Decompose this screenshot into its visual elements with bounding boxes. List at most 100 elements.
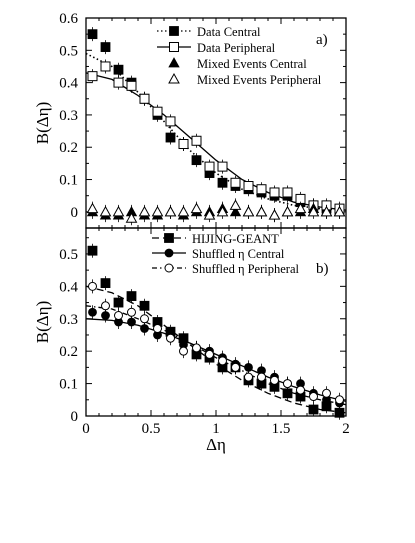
- data-point: [114, 311, 123, 321]
- data-point: [270, 375, 279, 385]
- fit-curve: [85, 285, 347, 414]
- data-point: [126, 291, 137, 301]
- panel-b: 0 0.5 1 1.5 2 0 0.1 0.2 0.3 0.4 0.5 B(Δη) Δη b) HIJING…: [33, 227, 350, 454]
- y-tick-label: 0.6: [59, 11, 78, 27]
- legend-label: Mixed Events Central: [197, 57, 307, 71]
- y-tick-label: 0.3: [59, 108, 78, 124]
- legend-label: HIJING-GEANT: [192, 232, 279, 246]
- data-point: [205, 349, 214, 359]
- y-tick-label: 0: [71, 409, 79, 425]
- data-point: [87, 71, 98, 82]
- data-point: [218, 356, 227, 366]
- data-point: [164, 205, 177, 217]
- data-point: [335, 395, 344, 405]
- data-point: [255, 205, 268, 217]
- data-point: [217, 161, 228, 172]
- panel-a: 00.10.20.30.40.50.6B(Δη)a)Data CentralDa…: [33, 11, 347, 229]
- data-point: [243, 181, 254, 191]
- data-point: [231, 362, 240, 372]
- data-point: [139, 300, 150, 311]
- legend-marker: [164, 248, 174, 258]
- data-point: [216, 205, 229, 217]
- data-point: [256, 184, 267, 195]
- data-point: [307, 205, 320, 217]
- data-point: [294, 202, 307, 214]
- data-point: [151, 205, 164, 217]
- y-tick-label: 0.5: [59, 43, 78, 59]
- series-mixed-events-peripheral: [86, 198, 346, 226]
- data-point: [138, 205, 151, 217]
- panel-label: a): [316, 32, 328, 48]
- data-point: [113, 297, 124, 308]
- data-point: [191, 155, 202, 166]
- data-point: [322, 388, 331, 398]
- data-point: [87, 245, 98, 256]
- data-point: [88, 281, 97, 291]
- data-point: [257, 372, 266, 382]
- data-point: [127, 307, 136, 317]
- x-tick-label: 0: [82, 421, 90, 437]
- data-point: [269, 187, 280, 198]
- fit-curve: [85, 305, 347, 406]
- data-point: [87, 29, 98, 40]
- legend-label: Data Peripheral: [197, 41, 276, 55]
- legend-marker: [169, 42, 179, 52]
- data-point: [152, 106, 163, 117]
- data-point: [113, 64, 124, 75]
- legend-marker: [164, 233, 174, 243]
- data-point: [166, 333, 175, 343]
- data-point: [100, 42, 111, 52]
- y-tick-label: 0.1: [59, 377, 78, 393]
- data-point: [242, 205, 255, 217]
- y-tick-label: 0.5: [59, 247, 78, 263]
- legend: Data Central Data Peripheral Mixed Events …: [157, 25, 322, 87]
- series-shuffled-peripheral: [85, 279, 347, 407]
- data-point: [230, 177, 241, 188]
- data-point: [308, 404, 319, 415]
- x-tick-label: 2: [342, 421, 350, 437]
- legend-label: Mixed Events Peripheral: [197, 73, 322, 87]
- data-point: [244, 372, 253, 382]
- data-point: [191, 135, 202, 146]
- x-tick-label: 1.5: [272, 421, 291, 437]
- data-point: [139, 93, 150, 104]
- data-point: [179, 346, 188, 356]
- data-point: [165, 132, 176, 143]
- data-point: [282, 187, 293, 198]
- data-point: [101, 301, 110, 311]
- data-point: [229, 199, 242, 210]
- data-point: [217, 177, 228, 188]
- legend-marker: [164, 263, 174, 273]
- y-tick-label: 0.3: [59, 312, 78, 328]
- data-point: [88, 307, 97, 317]
- data-point: [126, 80, 137, 91]
- data-point: [190, 202, 203, 214]
- legend-marker: [168, 57, 180, 68]
- data-point: [153, 323, 162, 333]
- y-tick-label: 0.2: [59, 344, 78, 360]
- y-tick-label: 0.4: [59, 279, 78, 295]
- data-point: [283, 379, 292, 389]
- data-point: [100, 278, 111, 289]
- y-tick-label: 0.4: [59, 76, 78, 92]
- legend-label: Shuffled η Peripheral: [192, 262, 300, 276]
- data-point: [203, 209, 216, 220]
- data-point: [100, 61, 111, 72]
- data-point: [112, 205, 125, 217]
- x-tick-label: 0.5: [142, 421, 161, 437]
- data-point: [320, 205, 333, 217]
- data-point: [178, 139, 189, 149]
- data-point: [125, 212, 138, 223]
- legend-marker: [168, 72, 180, 84]
- y-tick-label: 0.2: [59, 140, 78, 156]
- data-point: [177, 205, 190, 217]
- data-point: [140, 314, 149, 324]
- y-tick-label: 0: [71, 205, 79, 221]
- data-point: [309, 392, 318, 402]
- panel-label: b): [316, 261, 329, 277]
- data-point: [99, 205, 112, 217]
- data-point: [268, 209, 281, 220]
- y-axis-label: B(Δη): [33, 102, 52, 144]
